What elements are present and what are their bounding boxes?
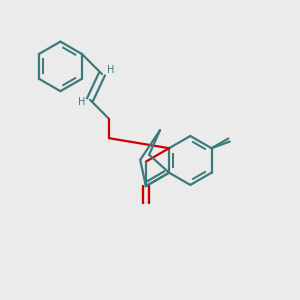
Text: H: H [106,64,114,75]
Text: H: H [78,97,85,107]
